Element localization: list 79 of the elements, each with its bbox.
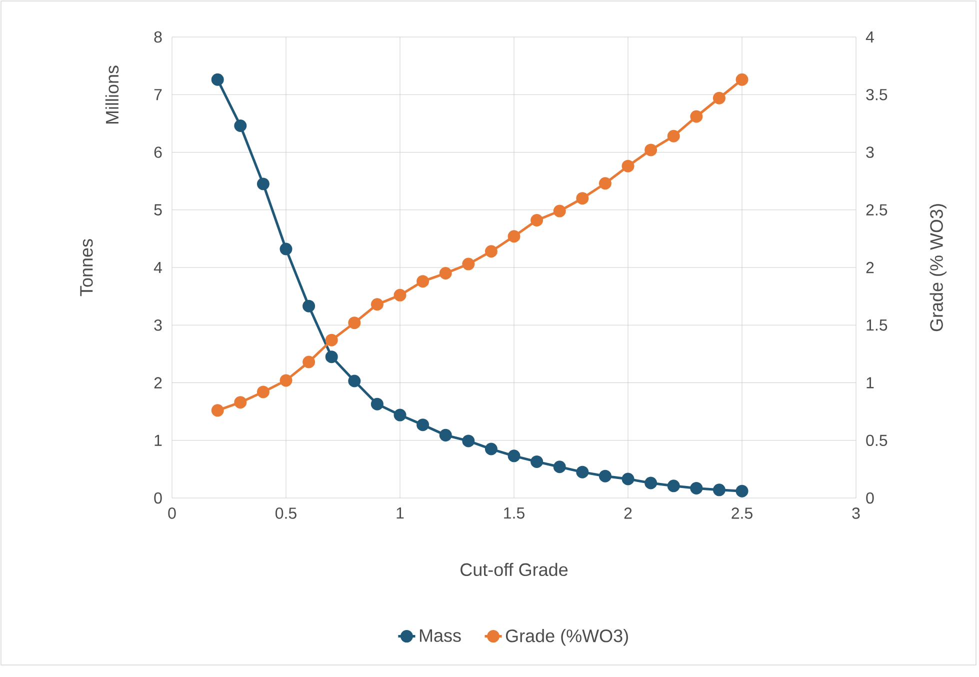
point: [690, 482, 703, 494]
y-tick-label: 5: [154, 204, 162, 216]
point: [348, 316, 361, 330]
x-tick-label: 0.5: [276, 508, 296, 519]
point: [553, 460, 566, 474]
point: [644, 144, 658, 156]
point: [712, 484, 726, 496]
point: [690, 110, 703, 123]
point: [576, 192, 589, 205]
y-tick-label: 0: [154, 492, 162, 504]
y2-tick-label: 0.5: [866, 434, 888, 446]
legend-label: Grade (%WO3): [506, 629, 628, 646]
point: [416, 275, 430, 288]
y-tick-label: 7: [154, 89, 162, 100]
point: [439, 428, 452, 442]
point: [394, 288, 406, 302]
y2-tick-label: 1.5: [866, 320, 888, 331]
x-tick-label: 0: [168, 508, 176, 519]
point: [736, 484, 748, 498]
point: [530, 214, 544, 226]
point: [234, 119, 247, 132]
point: [211, 73, 224, 86]
y2-tick-label: 3.5: [866, 88, 888, 100]
point: [736, 73, 748, 86]
point: [394, 408, 406, 422]
point: [370, 398, 384, 410]
point: [553, 204, 566, 218]
text: Millions: [105, 66, 119, 124]
point: [439, 267, 452, 280]
point: [622, 160, 634, 172]
point: [462, 258, 475, 270]
point: [234, 396, 247, 409]
point: [598, 177, 612, 190]
y-tick-label: 6: [154, 146, 162, 158]
point: [302, 356, 316, 368]
y-tick-label: 1: [154, 434, 162, 446]
point: [462, 434, 475, 448]
legend-label: Mass: [420, 629, 461, 642]
point: [280, 374, 292, 387]
point: [256, 386, 270, 398]
x-tick-label: 2.5: [732, 508, 752, 519]
x-axis-title: Cut-off Grade: [460, 562, 568, 576]
y-tick-label: 2: [154, 377, 162, 388]
point: [280, 242, 292, 256]
point: [302, 300, 316, 312]
point: [211, 404, 224, 417]
point: [484, 245, 498, 258]
y-tick-label: 4: [154, 262, 162, 273]
point: [508, 450, 520, 462]
point: [508, 230, 520, 243]
y-axis-title: Tonnes: [80, 239, 93, 296]
y2-tick-label: 4: [866, 31, 874, 42]
point: [484, 442, 498, 456]
point: [370, 298, 384, 311]
point: [712, 92, 726, 104]
y2-tick-label: 3: [866, 146, 874, 158]
y-tick-label: 8: [154, 31, 162, 43]
point: [576, 466, 589, 478]
point: [348, 374, 361, 388]
x-tick-label: 3: [852, 508, 860, 519]
point: [530, 455, 544, 468]
point: [622, 472, 634, 486]
point: [256, 178, 270, 190]
point: [667, 130, 680, 142]
point: [598, 470, 612, 482]
y2-tick-label: 1: [866, 377, 874, 388]
y-tick-label: 3: [154, 319, 162, 331]
point: [644, 476, 658, 490]
y2-tick-label: 2.5: [866, 204, 888, 216]
point: [667, 480, 680, 492]
y2-tick-label: 0: [866, 492, 874, 504]
x-tick-label: 2: [624, 508, 632, 519]
point: [325, 334, 338, 346]
x-tick-label: 1.5: [504, 508, 524, 519]
y2-axis-title: Grade (% WO3): [930, 204, 946, 332]
point: [416, 418, 430, 432]
point: [325, 350, 338, 364]
y2-tick-label: 2: [866, 262, 874, 274]
x-tick-label: 1: [396, 508, 404, 519]
